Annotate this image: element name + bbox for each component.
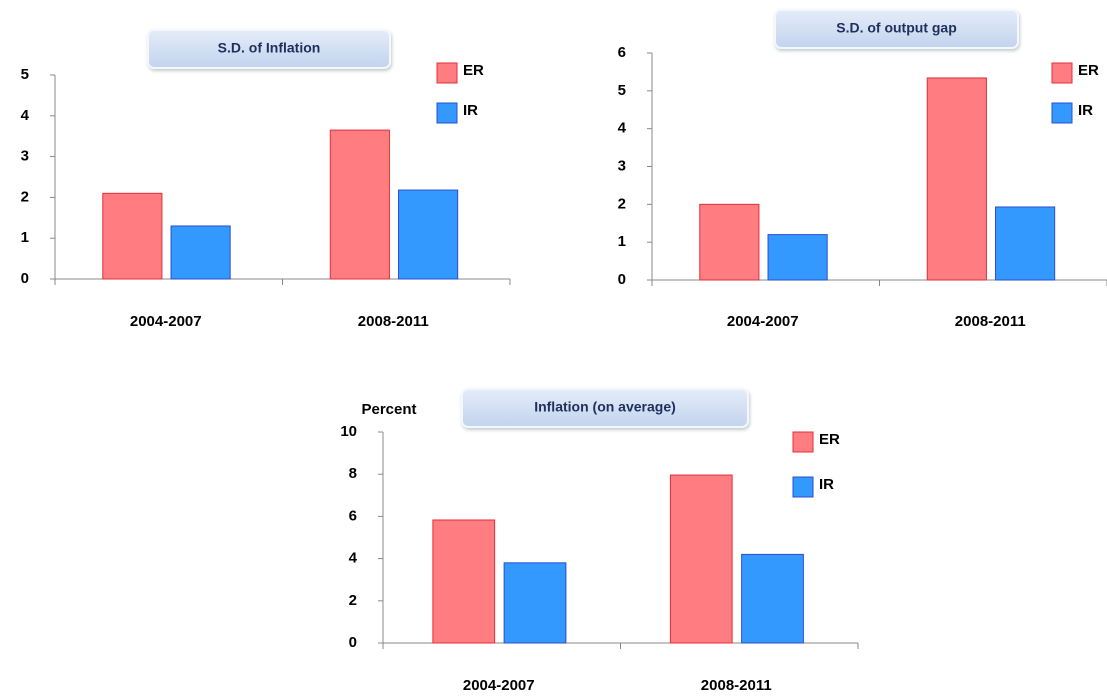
chart-title: Inflation (on average) [534,399,676,415]
y-axis-label: Percent [361,401,416,418]
x-tick-label: 2004-2007 [727,313,799,330]
y-tick-label: 5 [21,66,29,83]
bar [699,203,760,281]
legend-swatch [1051,102,1073,124]
chart-title: S.D. of Inflation [218,40,321,56]
y-tick-label: 4 [618,120,627,137]
bar [995,206,1056,281]
title-box [774,9,1019,49]
bar [669,474,733,644]
y-tick-label: 6 [618,44,626,61]
legend-label: IR [463,102,478,119]
y-tick-label: 0 [618,271,626,288]
y-tick-label: 2 [21,188,29,205]
y-tick-label: 4 [21,107,30,124]
legend-label: IR [819,476,834,493]
bar [432,519,496,644]
legend-swatch [436,102,458,124]
y-tick-label: 2 [349,592,357,609]
y-tick-label: 8 [349,465,357,482]
legend-label: IR [1078,102,1093,119]
y-tick-label: 1 [21,229,29,246]
legend-swatch [792,476,814,498]
title-box [147,29,391,69]
bar [398,189,459,280]
legend-label: ER [819,431,840,448]
legend-swatch [436,62,458,84]
x-tick-label: 2008-2011 [358,313,429,330]
y-tick-label: 3 [618,157,626,174]
bar [329,129,390,280]
bar [926,77,987,281]
y-tick-label: 5 [618,82,626,99]
x-tick-label: 2004-2007 [463,677,535,694]
y-tick-label: 0 [349,634,357,651]
x-tick-label: 2008-2011 [955,313,1026,330]
chart-title: S.D. of output gap [836,20,957,36]
bar [767,234,828,281]
y-tick-label: 1 [618,233,626,250]
y-tick-label: 3 [21,148,29,165]
legend-swatch [1051,62,1073,84]
legend-label: ER [1078,62,1099,79]
y-tick-label: 0 [21,270,29,287]
legend-label: ER [463,62,484,79]
y-tick-label: 6 [349,507,357,524]
x-tick-label: 2004-2007 [130,313,202,330]
bar [102,192,163,280]
y-tick-label: 2 [618,195,626,212]
x-tick-label: 2008-2011 [701,677,772,694]
bar [170,225,231,280]
bar [741,553,804,644]
legend-swatch [792,431,814,453]
y-tick-label: 10 [340,423,357,440]
y-tick-label: 4 [349,550,358,567]
bar [503,562,567,644]
title-box [461,388,749,428]
